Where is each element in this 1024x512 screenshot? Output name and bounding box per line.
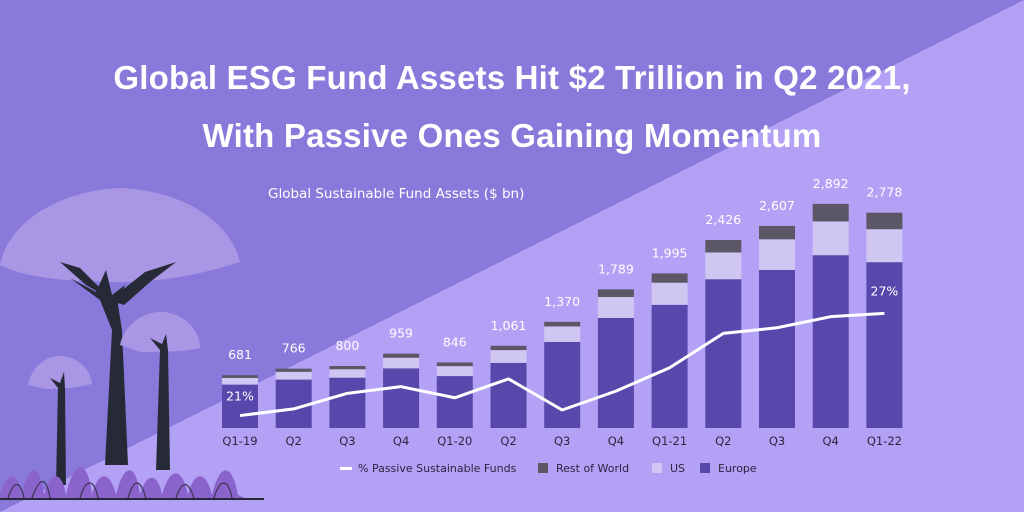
bar-rest-of-world (544, 321, 581, 327)
legend-swatch--passive-sustainable-funds (340, 467, 352, 470)
tree-trunk-small (50, 372, 66, 485)
bar-us (329, 369, 366, 378)
x-tick-label: Q1-20 (437, 434, 472, 448)
total-data-label: 846 (443, 334, 467, 349)
legend-swatch-us (652, 463, 662, 473)
x-tick-label: Q4 (393, 434, 409, 448)
bar-europe (597, 317, 634, 428)
total-data-label: 2,426 (705, 212, 741, 227)
headline-line-2: With Passive Ones Gaining Momentum (202, 117, 822, 154)
tree-trunk-mid (150, 334, 170, 470)
x-tick-label: Q1-21 (652, 434, 687, 448)
total-data-label: 681 (228, 347, 252, 362)
bush-row (0, 467, 250, 500)
bar-us (866, 229, 903, 263)
x-tick-label: Q4 (823, 434, 839, 448)
tree-canopy-mid (120, 311, 200, 352)
total-data-label: 959 (389, 326, 413, 341)
total-data-label: 1,061 (491, 318, 527, 333)
x-tick-label: Q1-19 (222, 434, 257, 448)
passive-sustainable-line (239, 311, 885, 418)
total-data-label: 800 (335, 338, 359, 353)
bar-us (544, 326, 581, 342)
legend-label--passive-sustainable-funds: % Passive Sustainable Funds (358, 462, 517, 475)
legend-label-europe: Europe (718, 462, 757, 475)
bar-europe (275, 379, 312, 428)
legend-swatch-europe (700, 463, 710, 473)
passive-data-label: 21% (226, 389, 254, 404)
x-tick-label: Q1-22 (867, 434, 902, 448)
tree-branch (110, 262, 176, 305)
bar-rest-of-world (275, 368, 312, 372)
bar-rest-of-world (383, 353, 420, 358)
bar-europe (705, 279, 742, 428)
legend: % Passive Sustainable Funds Rest of World… (340, 462, 757, 475)
legend-label-us: US (670, 462, 685, 475)
total-data-label: 1,789 (598, 261, 634, 276)
bar-rest-of-world (329, 366, 366, 370)
bar-europe (222, 384, 258, 428)
x-tick-label: Q4 (608, 434, 624, 448)
tree-branch-left (60, 262, 112, 300)
legend-label-rest-of-world: Rest of World (556, 462, 629, 475)
bar-us (597, 297, 634, 318)
bar-rest-of-world (436, 362, 473, 367)
bar-us (651, 282, 688, 305)
bar-europe (436, 376, 473, 428)
headline-line-1: Global ESG Fund Assets Hit $2 Trillion i… (113, 59, 911, 96)
bar-rest-of-world (490, 345, 527, 351)
total-data-label: 2,778 (867, 185, 903, 200)
chart-title: Global Sustainable Fund Assets ($ bn) (268, 186, 525, 202)
tree-trunk-large (70, 270, 128, 465)
bar-rest-of-world (866, 212, 903, 230)
bar-rest-of-world (812, 203, 849, 222)
x-tick-label: Q3 (554, 434, 570, 448)
bar-europe (759, 269, 795, 428)
bar-europe (383, 368, 420, 428)
bar-rest-of-world (222, 375, 258, 379)
bar-us (705, 252, 742, 280)
bar-europe (329, 377, 366, 428)
bar-rest-of-world (597, 289, 634, 298)
x-tick-label: Q2 (715, 434, 731, 448)
total-data-label: 1,995 (652, 245, 688, 260)
bar-group (222, 203, 903, 428)
passive-data-label: 27% (871, 283, 899, 298)
bar-us (759, 239, 795, 270)
total-data-label: 2,607 (759, 198, 795, 213)
x-tick-label: Q2 (286, 434, 302, 448)
bar-rest-of-world (705, 239, 742, 253)
passive-line-group: 21% 27% (226, 283, 899, 418)
tree-canopy-large (0, 188, 240, 282)
bar-europe (866, 262, 903, 428)
x-tick-label: Q3 (339, 434, 355, 448)
bar-us (275, 371, 312, 380)
total-data-label: 2,892 (813, 176, 849, 191)
bar-europe (490, 362, 527, 428)
x-tick-label: Q2 (500, 434, 516, 448)
tree-canopy-small (28, 355, 92, 389)
total-data-label: 1,370 (544, 294, 580, 309)
bar-us (490, 350, 527, 363)
bar-europe (544, 341, 581, 428)
bar-us (812, 221, 849, 256)
bar-europe (812, 255, 849, 428)
bar-rest-of-world (759, 225, 795, 240)
bush-outline (7, 480, 233, 499)
bar-us (383, 357, 420, 369)
total-data-label: 766 (282, 341, 306, 356)
tree-illustration (0, 188, 264, 500)
x-tick-label: Q3 (769, 434, 785, 448)
x-tick-group: Q1-19 Q2 Q3 Q4 Q1-20 Q2 Q3 Q4 Q1-21 Q2 Q3 Q4 Q1-22 (222, 434, 902, 448)
legend-swatch-rest-of-world (538, 463, 548, 473)
bar-us (436, 366, 473, 377)
bar-us (222, 378, 258, 385)
total-label-group: 681 766 800 959 846 1,061 1,370 1,789 1,995 2,426… (228, 176, 902, 362)
bar-rest-of-world (651, 273, 688, 283)
